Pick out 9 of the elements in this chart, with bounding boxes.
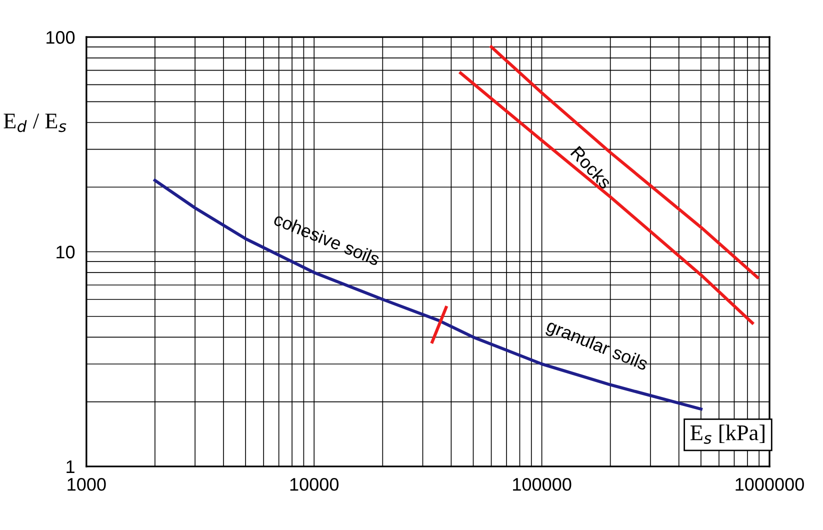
x-tick-label: 100000	[513, 478, 572, 491]
x-tick-label: 1000	[68, 478, 106, 491]
y-tick-label: 1	[66, 460, 74, 473]
y-axis-title: E$_{d}$ / E$_{s}$	[4, 114, 66, 132]
x-tick-label: 10000	[290, 478, 339, 491]
y-tick-label: 100	[46, 31, 75, 44]
x-axis-title: E$_{s}$ [kPa]	[690, 424, 764, 444]
y-tick-label: 10	[56, 246, 75, 258]
x-tick-label: 1000000	[736, 478, 804, 491]
